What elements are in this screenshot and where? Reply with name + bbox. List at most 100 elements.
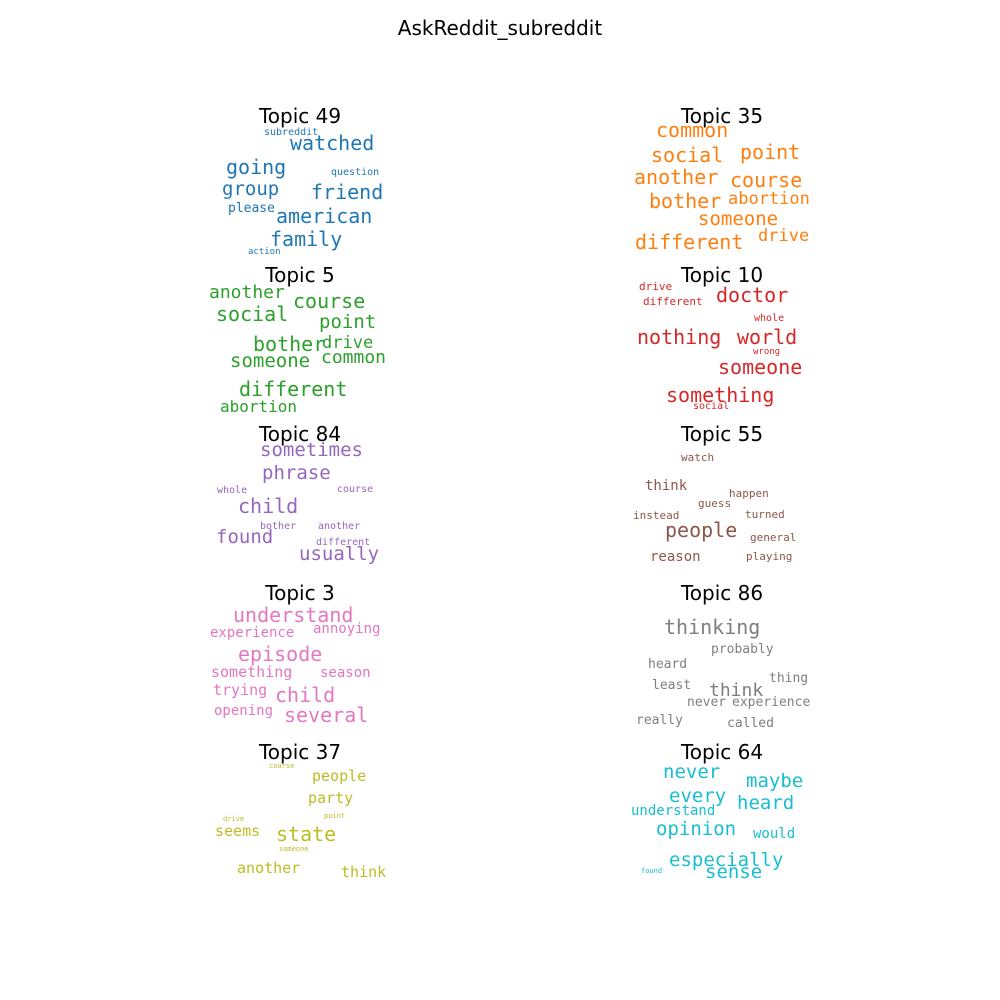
topic-word: called [727,716,774,731]
topic-word: least [652,678,692,693]
topic-panel: Topic 3 understand experience annoying episo… [190,581,410,755]
topic-word: reason [650,549,701,565]
topic-word: question [331,167,380,178]
topic-word: bother [253,332,326,356]
topic-word: opening [214,703,274,719]
topic-word: whole [754,313,785,324]
topic-word: think [341,863,387,881]
topic-word: understand [233,603,354,627]
topic-word: people [312,767,367,785]
topic-word: found [641,867,663,875]
topic-title: Topic 86 [680,581,764,605]
topic-word: usually [299,543,380,565]
topic-word: trying [213,681,268,699]
topic-word: abortion [220,397,298,416]
topic-word: watch [681,451,715,464]
topic-word: different [643,295,703,308]
topic-word: playing [746,550,793,563]
topic-word: another [318,521,361,532]
topic-word: season [320,665,371,681]
topic-word: probably [711,642,774,657]
topic-word: thing [769,671,809,686]
topic-word: social [216,302,289,326]
topic-word: state [276,822,337,846]
topic-word: another [209,282,285,303]
chart-title: AskReddit_subreddit [397,16,603,40]
topic-title: Topic 10 [680,263,764,287]
topic-word: going [226,155,287,179]
topic-word: drive [639,280,673,293]
topic-word: subreddit [264,127,319,138]
topic-title: Topic 5 [265,263,335,287]
topic-word: people [665,518,738,542]
topic-word: family [270,227,343,251]
topic-word: american [276,204,373,228]
topic-word: doctor [716,283,789,307]
topic-word: heard [648,657,688,672]
topic-word: someone [698,208,779,230]
topic-word: opinion [656,818,737,840]
topic-word: every [669,785,727,807]
topic-word: drive [758,226,810,246]
topic-title: Topic 3 [265,581,335,605]
topic-title: Topic 55 [680,422,764,446]
topic-title: Topic 64 [680,740,764,764]
topic-word: general [750,531,797,544]
topic-word: abortion [728,189,810,209]
topic-word: social [693,401,730,412]
topic-word: drive [322,333,374,353]
topic-word: sense [705,861,763,883]
topic-panel: Topic 84 sometimes phrase whole course child b… [190,422,410,596]
topic-word: different [635,230,744,254]
topic-word: different [239,377,348,401]
topic-word: really [636,713,683,728]
topic-panel: Topic 35 common social point another course bo… [612,104,832,278]
topic-word: child [275,683,336,707]
topic-word: course [269,762,295,770]
topic-word: understand [631,803,716,819]
topic-word: wrong [753,347,781,357]
topic-word: think [709,680,764,701]
topic-word: point [319,311,377,333]
topic-word: someone [279,845,309,853]
topic-word: heard [737,792,795,814]
topic-panel: Topic 5 another course social point bother dri… [190,263,410,437]
topic-word: phrase [262,462,331,484]
topic-word: party [308,789,354,807]
topic-word: drive [223,815,245,823]
topic-word: episode [238,642,323,666]
topic-panel: Topic 49 subreddit watched question going gro… [190,104,410,278]
topic-word: seems [215,822,261,840]
topic-word: common [321,347,387,368]
topic-word: annoying [313,621,381,637]
topic-panel: Topic 64 never maybe every heard understand op… [612,740,832,914]
topic-word: guess [698,497,732,510]
topic-word: several [284,703,369,727]
topic-word: think [645,478,688,494]
topic-word: something [211,663,293,681]
topic-title: Topic 49 [258,104,342,128]
topic-word: course [730,168,803,192]
topic-word: social [651,143,724,167]
topic-panel: Topic 10 drive different doctor whole nothing… [612,263,832,437]
topic-word: course [337,484,374,495]
topic-word: another [634,165,719,189]
topic-word: someone [230,350,311,372]
topic-word: turned [745,508,785,521]
topic-word: maybe [746,770,804,792]
topic-word: happen [729,487,769,500]
topic-word: another [237,859,301,877]
topic-word: sometimes [260,439,363,461]
topic-word: bother [260,521,297,532]
topic-title: Topic 35 [680,104,764,128]
topic-word: would [753,826,796,842]
topic-word: different [316,537,371,548]
topic-word: group [222,178,280,200]
topic-panel: Topic 55 watch think happen guess instead turn… [612,422,832,596]
topic-title: Topic 84 [258,422,342,446]
topic-word: instead [633,509,680,522]
topic-word: whole [217,485,248,496]
topic-panel: Topic 86 thinking probably heard thing least t… [612,581,832,755]
topic-word: common [656,118,729,142]
topic-word: something [666,383,775,407]
